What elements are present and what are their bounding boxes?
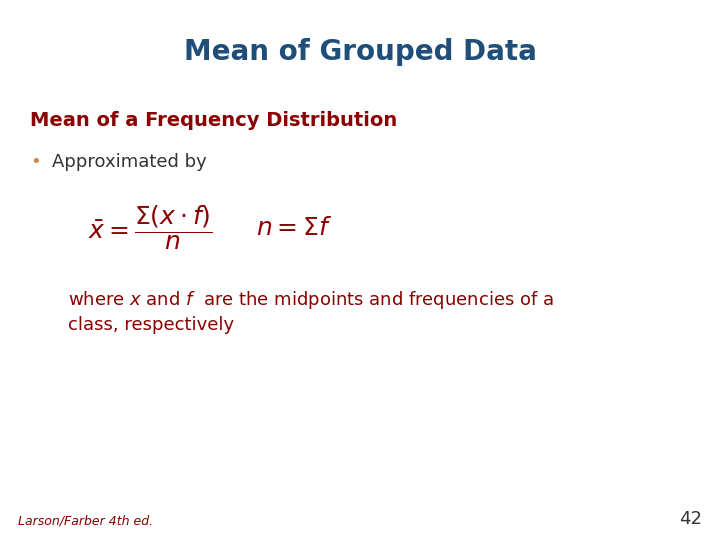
- Text: Larson/Farber 4th ed.: Larson/Farber 4th ed.: [18, 515, 153, 528]
- Text: Mean of Grouped Data: Mean of Grouped Data: [184, 38, 536, 66]
- Text: class, respectively: class, respectively: [68, 316, 234, 334]
- Text: $\bar{x} = \dfrac{\Sigma(x \cdot f)}{n}$: $\bar{x} = \dfrac{\Sigma(x \cdot f)}{n}$: [88, 204, 212, 252]
- Text: 42: 42: [679, 510, 702, 528]
- Text: Mean of a Frequency Distribution: Mean of a Frequency Distribution: [30, 111, 397, 130]
- Text: •: •: [30, 153, 41, 171]
- Text: where $x$ and $f$  are the midpoints and frequencies of a: where $x$ and $f$ are the midpoints and …: [68, 289, 554, 311]
- Text: Approximated by: Approximated by: [52, 153, 207, 171]
- Text: $n = \Sigma f$: $n = \Sigma f$: [256, 216, 333, 240]
